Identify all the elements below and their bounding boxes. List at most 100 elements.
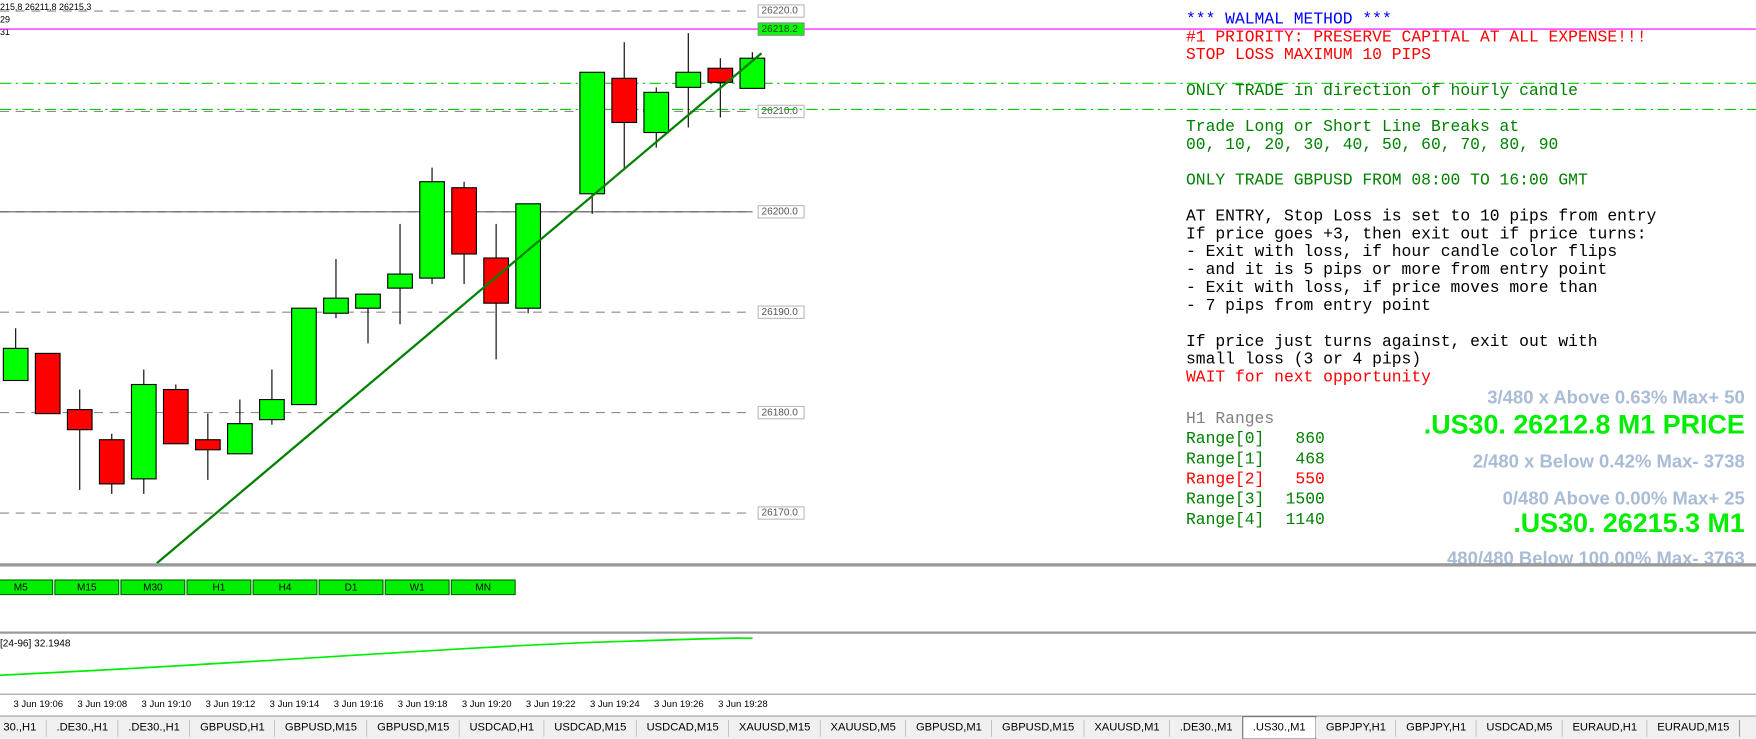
range-label: Range[3] (1186, 490, 1264, 509)
range-label: Range[1] (1186, 449, 1264, 468)
tab[interactable] (728, 717, 821, 738)
separator (0, 563, 1756, 567)
note-line: If price just turns against, exit out wi… (1186, 332, 1598, 351)
candle-body (130, 383, 157, 480)
tab-label[interactable]: .DE30.,M1 (1180, 722, 1233, 734)
tab[interactable] (1169, 717, 1243, 738)
tab-label[interactable]: GBPUSD,M1 (916, 722, 982, 734)
timeframe-button[interactable] (54, 579, 120, 596)
note-line: AT ENTRY, Stop Loss is set to 10 pips fr… (1186, 206, 1657, 225)
timeframe-label[interactable]: MN (475, 582, 491, 593)
price-chart: 215,8 26211,8 26215,3 29 31 26220.0 26210.0 2… (0, 2, 1756, 569)
tab[interactable] (1476, 717, 1563, 738)
price-label-box (757, 205, 805, 219)
timeframe-bar: M5 M15 M30 H1 H4 D1 W1 MN (0, 579, 516, 596)
tab-label[interactable]: USDCAD,H1 (469, 722, 534, 734)
timeframe-button[interactable] (120, 579, 186, 596)
tab[interactable] (1315, 717, 1397, 738)
tab-label[interactable]: GBPJPY,H1 (1406, 722, 1466, 734)
tab-label[interactable]: .DE30.,H1 (128, 722, 180, 734)
tab-label[interactable]: USDCAD,M15 (554, 722, 626, 734)
tab-label[interactable]: GBPUSD,M15 (1002, 722, 1074, 734)
range-value: 860 (1295, 429, 1324, 448)
tab-label[interactable]: XAUUSD,M5 (831, 722, 896, 734)
candle-body (483, 257, 509, 304)
timeframe-label[interactable]: M15 (77, 582, 97, 593)
tab-label[interactable]: .DE30.,H1 (56, 722, 108, 734)
timeframe-label[interactable]: M5 (14, 582, 28, 593)
y-tick-label: 26170.0 (762, 508, 799, 519)
timeframe-button[interactable] (186, 579, 252, 596)
candle-body (387, 273, 413, 289)
price-label-box (757, 104, 805, 119)
candle-body (675, 71, 702, 88)
y-tick-label: 26200.0 (762, 206, 799, 217)
candle-body (707, 67, 734, 83)
tab[interactable] (118, 717, 190, 738)
tab-label[interactable]: EURAUD,M15 (1657, 722, 1729, 734)
tab-label[interactable]: USDCAD,M15 (647, 722, 719, 734)
timeframe-button[interactable] (384, 579, 450, 596)
candle-body (194, 439, 221, 451)
y-tick-label: 26210.0 (762, 106, 799, 117)
tab-label[interactable]: 30.,H1 (3, 722, 36, 734)
tab-label[interactable]: USDCAD,M5 (1486, 722, 1552, 734)
tab-label[interactable]: .US30.,M1 (1253, 722, 1306, 734)
candle-body (162, 388, 189, 445)
x-tick-label: 3 Jun 19:26 (654, 699, 704, 710)
tab[interactable] (459, 717, 545, 738)
tab-label[interactable]: GBPJPY,H1 (1326, 722, 1386, 734)
tab[interactable] (0, 717, 47, 738)
timeframe-label[interactable]: H4 (279, 582, 292, 593)
timeframe-label[interactable]: M30 (143, 582, 163, 593)
indicator-label: [24-96] 32.1948 (0, 638, 71, 649)
tab-label[interactable]: GBPUSD,M15 (285, 722, 357, 734)
y-tick-label: 26190.0 (762, 307, 799, 318)
tab[interactable] (46, 717, 119, 738)
note-line: small loss (3 or 4 pips) (1186, 350, 1421, 369)
timeframe-label[interactable]: H1 (213, 582, 226, 593)
candle-body (419, 181, 445, 279)
tab-label[interactable]: EURAUD,H1 (1572, 722, 1637, 734)
note-line: Trade Long or Short Line Breaks at (1186, 117, 1519, 136)
note-line: 00, 10, 20, 30, 40, 50, 60, 70, 80, 90 (1186, 135, 1558, 154)
candle-body (643, 91, 670, 134)
candle-body (291, 307, 317, 406)
tab[interactable] (820, 717, 906, 738)
timeframe-button[interactable] (318, 579, 384, 596)
tab[interactable] (1562, 717, 1648, 738)
tab[interactable] (189, 717, 275, 738)
stat-line: 2/480 x Below 0.42% Max- 3738 (1473, 450, 1745, 471)
timeframe-button[interactable] (0, 579, 54, 596)
tab-label[interactable]: GBPUSD,M15 (377, 722, 449, 734)
range-value: 550 (1295, 470, 1324, 489)
tab-label[interactable]: XAUUSD,M1 (1094, 722, 1159, 734)
tab[interactable] (544, 717, 637, 738)
tab[interactable] (1396, 717, 1477, 738)
note-line: STOP LOSS MAXIMUM 10 PIPS (1186, 45, 1431, 64)
separator (0, 631, 1756, 634)
tab[interactable] (636, 717, 729, 738)
timeframe-label[interactable]: D1 (345, 582, 358, 593)
tab[interactable] (274, 717, 368, 738)
timeframe-label[interactable]: W1 (410, 582, 425, 593)
range-label: Range[2] (1186, 470, 1264, 489)
tab[interactable] (367, 717, 460, 738)
x-tick-label: 3 Jun 19:06 (13, 699, 63, 710)
tab[interactable] (1647, 717, 1740, 738)
tab[interactable] (905, 717, 992, 738)
price-label-box (757, 305, 805, 319)
tab[interactable] (1084, 717, 1170, 738)
tab-label[interactable]: GBPUSD,H1 (200, 722, 265, 734)
range-label: Range[4] (1186, 510, 1264, 529)
tab[interactable] (991, 717, 1085, 738)
candle-body (2, 347, 29, 382)
timeframe-button[interactable] (450, 579, 516, 596)
candle-body (611, 77, 638, 124)
x-tick-label: 3 Jun 19:08 (77, 699, 127, 710)
tab-label[interactable]: XAUUSD,M15 (739, 722, 811, 734)
timeframe-button[interactable] (252, 579, 318, 596)
